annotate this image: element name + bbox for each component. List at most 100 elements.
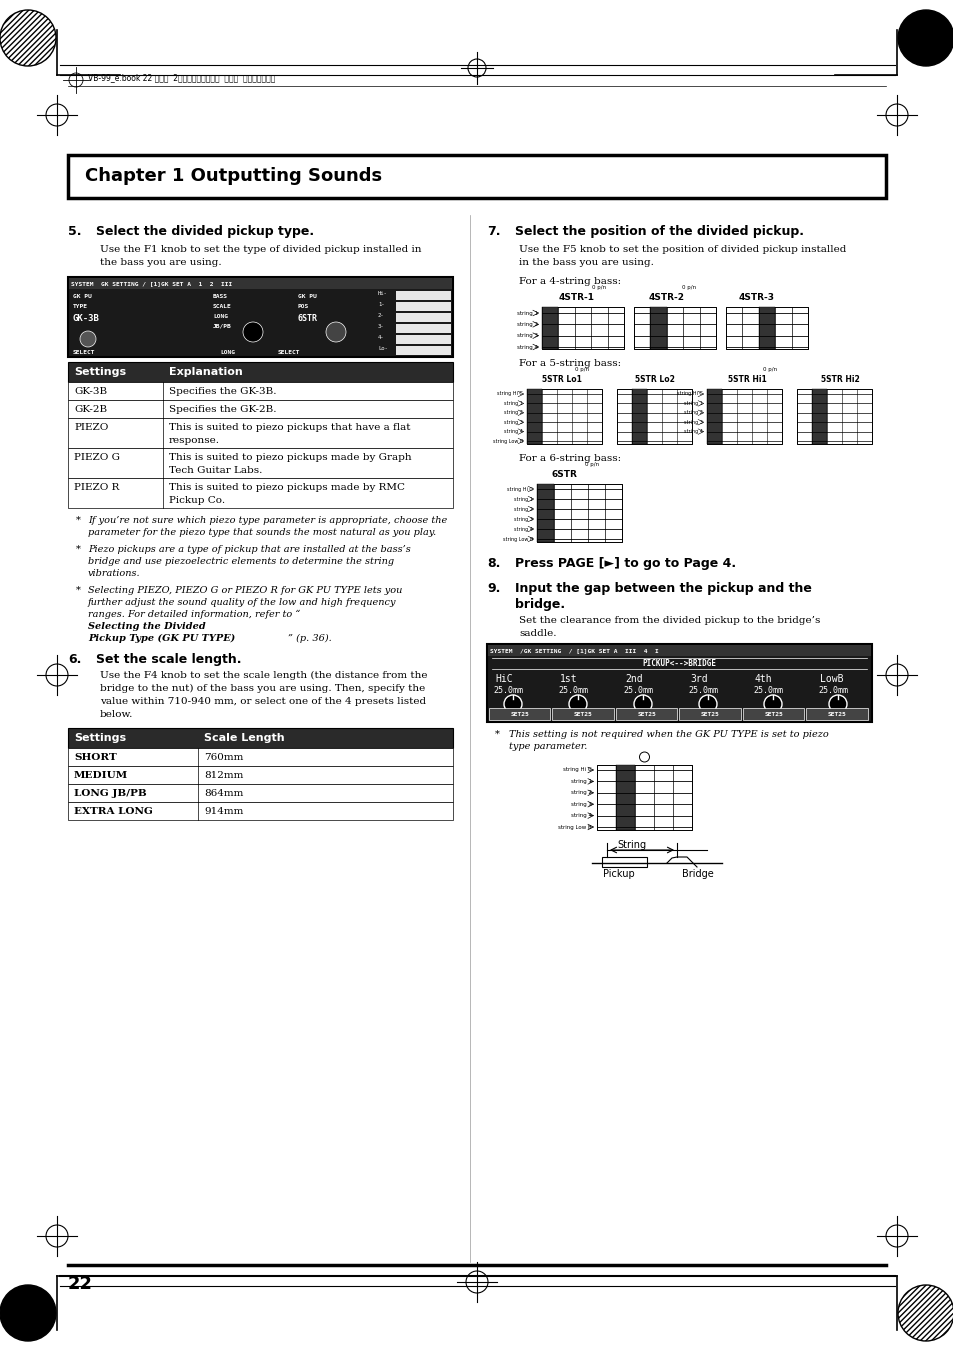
Text: 8.: 8. bbox=[486, 557, 500, 570]
Text: 25.0mm: 25.0mm bbox=[622, 686, 652, 694]
Text: 6STR: 6STR bbox=[552, 470, 578, 480]
Text: further adjust the sound quality of the low and high frequency: further adjust the sound quality of the … bbox=[88, 598, 396, 607]
Text: 2-: 2- bbox=[377, 313, 384, 317]
Bar bbox=[811, 389, 826, 444]
Text: 25.0mm: 25.0mm bbox=[817, 686, 847, 694]
Text: PIEZO: PIEZO bbox=[74, 423, 109, 432]
Text: SYSTEM  /GK SETTING  / [1]GK SET A  III  4  I: SYSTEM /GK SETTING / [1]GK SET A III 4 I bbox=[490, 648, 659, 654]
Text: BASS: BASS bbox=[213, 295, 228, 299]
Text: *: * bbox=[76, 544, 81, 554]
Bar bbox=[68, 478, 453, 508]
Text: PIEZO G: PIEZO G bbox=[74, 453, 120, 462]
Circle shape bbox=[568, 694, 586, 713]
Text: 0 p/n: 0 p/n bbox=[591, 285, 605, 290]
Bar bbox=[758, 307, 775, 349]
Text: 4STR-3: 4STR-3 bbox=[739, 293, 774, 303]
Text: String: String bbox=[617, 840, 645, 850]
Text: string 1: string 1 bbox=[514, 497, 533, 501]
Text: 812mm: 812mm bbox=[204, 771, 243, 780]
Text: SELECT: SELECT bbox=[277, 350, 300, 355]
Text: 864mm: 864mm bbox=[204, 789, 243, 798]
Text: type parameter.: type parameter. bbox=[509, 742, 587, 751]
Text: string Low B: string Low B bbox=[558, 824, 592, 830]
Text: string Hi C: string Hi C bbox=[677, 392, 702, 396]
Text: This setting is not required when the GK PU TYPE is set to piezo: This setting is not required when the GK… bbox=[509, 730, 828, 739]
Text: string 2: string 2 bbox=[503, 411, 522, 415]
Text: SET25: SET25 bbox=[827, 712, 845, 716]
Text: 1-: 1- bbox=[377, 303, 384, 307]
Text: 4-: 4- bbox=[377, 335, 384, 340]
Text: string 3: string 3 bbox=[683, 420, 702, 424]
Text: below.: below. bbox=[100, 711, 133, 719]
Text: string Low B: string Low B bbox=[493, 439, 522, 443]
Bar bbox=[537, 484, 621, 542]
Text: saddle.: saddle. bbox=[518, 630, 556, 638]
Bar bbox=[68, 400, 453, 417]
Circle shape bbox=[828, 694, 846, 713]
Text: string 2: string 2 bbox=[683, 411, 702, 415]
Text: Pickup Type (GK PU TYPE): Pickup Type (GK PU TYPE) bbox=[88, 634, 235, 643]
Bar bbox=[68, 362, 453, 382]
Text: Specifies the GK-3B.: Specifies the GK-3B. bbox=[169, 386, 276, 396]
Text: SET25: SET25 bbox=[763, 712, 782, 716]
Text: 6STR: 6STR bbox=[297, 313, 317, 323]
Text: Piezo pickups are a type of pickup that are installed at the bass’s: Piezo pickups are a type of pickup that … bbox=[88, 544, 411, 554]
Text: SET25: SET25 bbox=[510, 712, 529, 716]
Bar bbox=[541, 307, 623, 349]
Text: GK PU: GK PU bbox=[297, 295, 316, 299]
Bar bbox=[488, 644, 870, 657]
Text: *: * bbox=[76, 586, 81, 594]
Text: 5STR Hi2: 5STR Hi2 bbox=[821, 376, 859, 384]
Text: EXTRA LONG: EXTRA LONG bbox=[74, 807, 152, 816]
Text: string 4: string 4 bbox=[571, 813, 592, 819]
Circle shape bbox=[243, 322, 263, 342]
Text: 4STR-2: 4STR-2 bbox=[648, 293, 684, 303]
Text: string 1: string 1 bbox=[503, 401, 522, 405]
Circle shape bbox=[699, 694, 717, 713]
Text: 25.0mm: 25.0mm bbox=[558, 686, 587, 694]
Text: string 2: string 2 bbox=[571, 790, 592, 796]
Text: Explanation: Explanation bbox=[169, 367, 242, 377]
Text: 0 p/n: 0 p/n bbox=[575, 367, 588, 372]
Text: bridge.: bridge. bbox=[515, 598, 564, 611]
Text: Use the F4 knob to set the scale length (the distance from the: Use the F4 knob to set the scale length … bbox=[100, 671, 427, 680]
Text: Tech Guitar Labs.: Tech Guitar Labs. bbox=[169, 466, 262, 476]
Text: the bass you are using.: the bass you are using. bbox=[100, 258, 221, 267]
Text: ranges. For detailed information, refer to “: ranges. For detailed information, refer … bbox=[88, 611, 300, 619]
Text: LONG: LONG bbox=[213, 313, 228, 319]
Text: 4STR-1: 4STR-1 bbox=[558, 293, 595, 303]
Text: in the bass you are using.: in the bass you are using. bbox=[518, 258, 653, 267]
Text: bridge and use piezoelectric elements to determine the string: bridge and use piezoelectric elements to… bbox=[88, 557, 394, 566]
Circle shape bbox=[897, 9, 953, 66]
Bar bbox=[486, 644, 871, 721]
Bar bbox=[68, 784, 453, 802]
Text: Set the scale length.: Set the scale length. bbox=[96, 653, 241, 666]
Circle shape bbox=[634, 694, 651, 713]
Text: LONG JB/PB: LONG JB/PB bbox=[74, 789, 147, 798]
Text: GK-3B: GK-3B bbox=[73, 313, 100, 323]
Text: ” (p. 36).: ” (p. 36). bbox=[288, 634, 332, 643]
Text: This is suited to piezo pickups made by RMC: This is suited to piezo pickups made by … bbox=[169, 484, 405, 492]
Bar bbox=[601, 857, 646, 867]
Bar bbox=[679, 708, 740, 720]
Text: string Hi C: string Hi C bbox=[507, 486, 533, 492]
Text: SET25: SET25 bbox=[637, 712, 656, 716]
Bar bbox=[541, 307, 558, 349]
Text: For a 5-string bass:: For a 5-string bass: bbox=[518, 359, 620, 367]
Circle shape bbox=[503, 694, 521, 713]
Text: string 1: string 1 bbox=[683, 401, 702, 405]
Text: 3rd: 3rd bbox=[689, 674, 707, 684]
Text: string 4: string 4 bbox=[503, 430, 522, 434]
Text: SYSTEM  GK SETTING / [1]GK SET A  1  2  III: SYSTEM GK SETTING / [1]GK SET A 1 2 III bbox=[71, 281, 232, 286]
Circle shape bbox=[0, 9, 56, 66]
Bar bbox=[68, 728, 453, 748]
Text: JB/PB: JB/PB bbox=[213, 324, 232, 330]
Bar bbox=[631, 389, 646, 444]
Text: Pickup Co.: Pickup Co. bbox=[169, 496, 225, 505]
Bar bbox=[68, 382, 453, 400]
Text: Set the clearance from the divided pickup to the bridge’s: Set the clearance from the divided picku… bbox=[518, 616, 820, 626]
Text: For a 4-string bass:: For a 4-string bass: bbox=[518, 277, 620, 286]
Text: SET25: SET25 bbox=[574, 712, 592, 716]
Bar bbox=[634, 307, 716, 349]
Text: Settings: Settings bbox=[74, 367, 126, 377]
